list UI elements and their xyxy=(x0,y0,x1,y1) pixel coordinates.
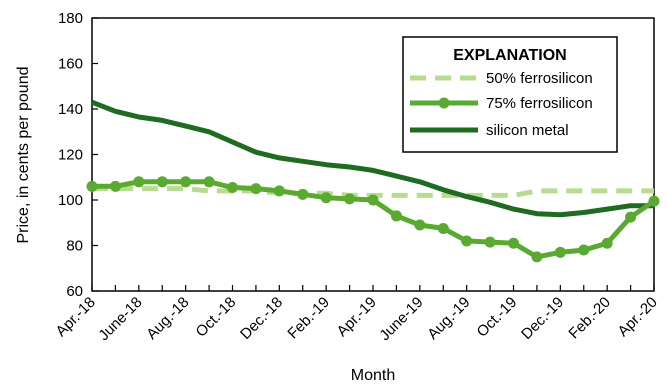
x-tick-label: Dec.-19 xyxy=(518,294,567,343)
data-point-75-ferrosilicon xyxy=(273,185,285,197)
x-tick-label: Dec.-18 xyxy=(237,294,286,343)
data-point-75-ferrosilicon xyxy=(180,176,192,188)
series-layer xyxy=(86,99,660,263)
data-point-75-ferrosilicon xyxy=(227,181,238,193)
data-point-75-ferrosilicon xyxy=(531,251,543,263)
data-point-75-ferrosilicon xyxy=(297,188,309,200)
y-tick-label: 180 xyxy=(58,10,83,27)
legend-items: 50% ferrosilicon 75% ferrosilicon silicon … xyxy=(410,70,593,139)
x-tick-label: June-19 xyxy=(376,294,426,344)
y-tick-label: 80 xyxy=(66,238,83,255)
data-point-75-ferrosilicon xyxy=(484,236,496,248)
data-point-75-ferrosilicon xyxy=(648,195,660,207)
y-tick-label: 60 xyxy=(66,283,83,300)
data-point-75-ferrosilicon xyxy=(320,192,332,204)
x-tick-label: June-18 xyxy=(95,294,145,344)
y-tick-label: 140 xyxy=(58,101,83,118)
legend: EXPLANATION 50% ferrosilicon 75% ferrosil… xyxy=(402,36,618,153)
y-tick-label: 100 xyxy=(58,192,83,209)
data-point-75-ferrosilicon xyxy=(601,237,613,249)
data-point-75-ferrosilicon xyxy=(625,211,637,223)
x-tick-label: Aug.-19 xyxy=(424,294,473,343)
legend-box xyxy=(402,36,618,153)
x-tick-label: Apr.-20 xyxy=(615,294,661,340)
data-point-75-ferrosilicon xyxy=(437,222,449,234)
legend-label-75-ferrosilicon: 75% ferrosilicon xyxy=(486,95,593,112)
data-point-75-ferrosilicon xyxy=(156,176,168,188)
x-tick-label: Oct.-18 xyxy=(193,294,240,341)
x-tick-label: Aug.-18 xyxy=(143,294,192,343)
data-point-75-ferrosilicon xyxy=(250,183,262,195)
x-axis-title: Month xyxy=(351,367,395,384)
data-point-75-ferrosilicon xyxy=(554,246,566,258)
x-tick-label: Apr.-18 xyxy=(53,294,99,340)
data-point-75-ferrosilicon xyxy=(86,180,98,192)
y-tick-label: 120 xyxy=(58,147,83,164)
x-tick-label: Apr.-19 xyxy=(334,294,380,340)
x-tick-label: Feb.-19 xyxy=(284,294,333,343)
legend-title: EXPLANATION xyxy=(453,47,566,64)
data-point-75-ferrosilicon xyxy=(344,193,356,205)
y-axis: 60 80 100 120 140 160 180 xyxy=(58,10,98,300)
y-tick-label: 160 xyxy=(58,56,83,73)
data-point-75-ferrosilicon xyxy=(578,244,590,256)
legend-marker-75-ferrosilicon xyxy=(438,97,450,109)
data-point-75-ferrosilicon xyxy=(414,219,426,231)
series-line-silicon-metal xyxy=(91,99,654,218)
data-point-75-ferrosilicon xyxy=(133,176,145,188)
data-point-75-ferrosilicon xyxy=(508,237,519,249)
data-point-75-ferrosilicon xyxy=(390,210,402,222)
legend-label-50-ferrosilicon: 50% ferrosilicon xyxy=(486,70,593,87)
y-axis-title: Price, in cents per pound xyxy=(15,67,32,244)
data-point-75-ferrosilicon xyxy=(461,235,473,247)
data-point-75-ferrosilicon xyxy=(367,194,379,206)
data-point-75-ferrosilicon xyxy=(203,176,215,188)
x-tick-label: Oct.-19 xyxy=(474,294,521,341)
x-tick-label: Feb.-20 xyxy=(565,294,614,343)
legend-label-silicon-metal: silicon metal xyxy=(486,122,569,139)
data-point-75-ferrosilicon xyxy=(109,180,121,192)
